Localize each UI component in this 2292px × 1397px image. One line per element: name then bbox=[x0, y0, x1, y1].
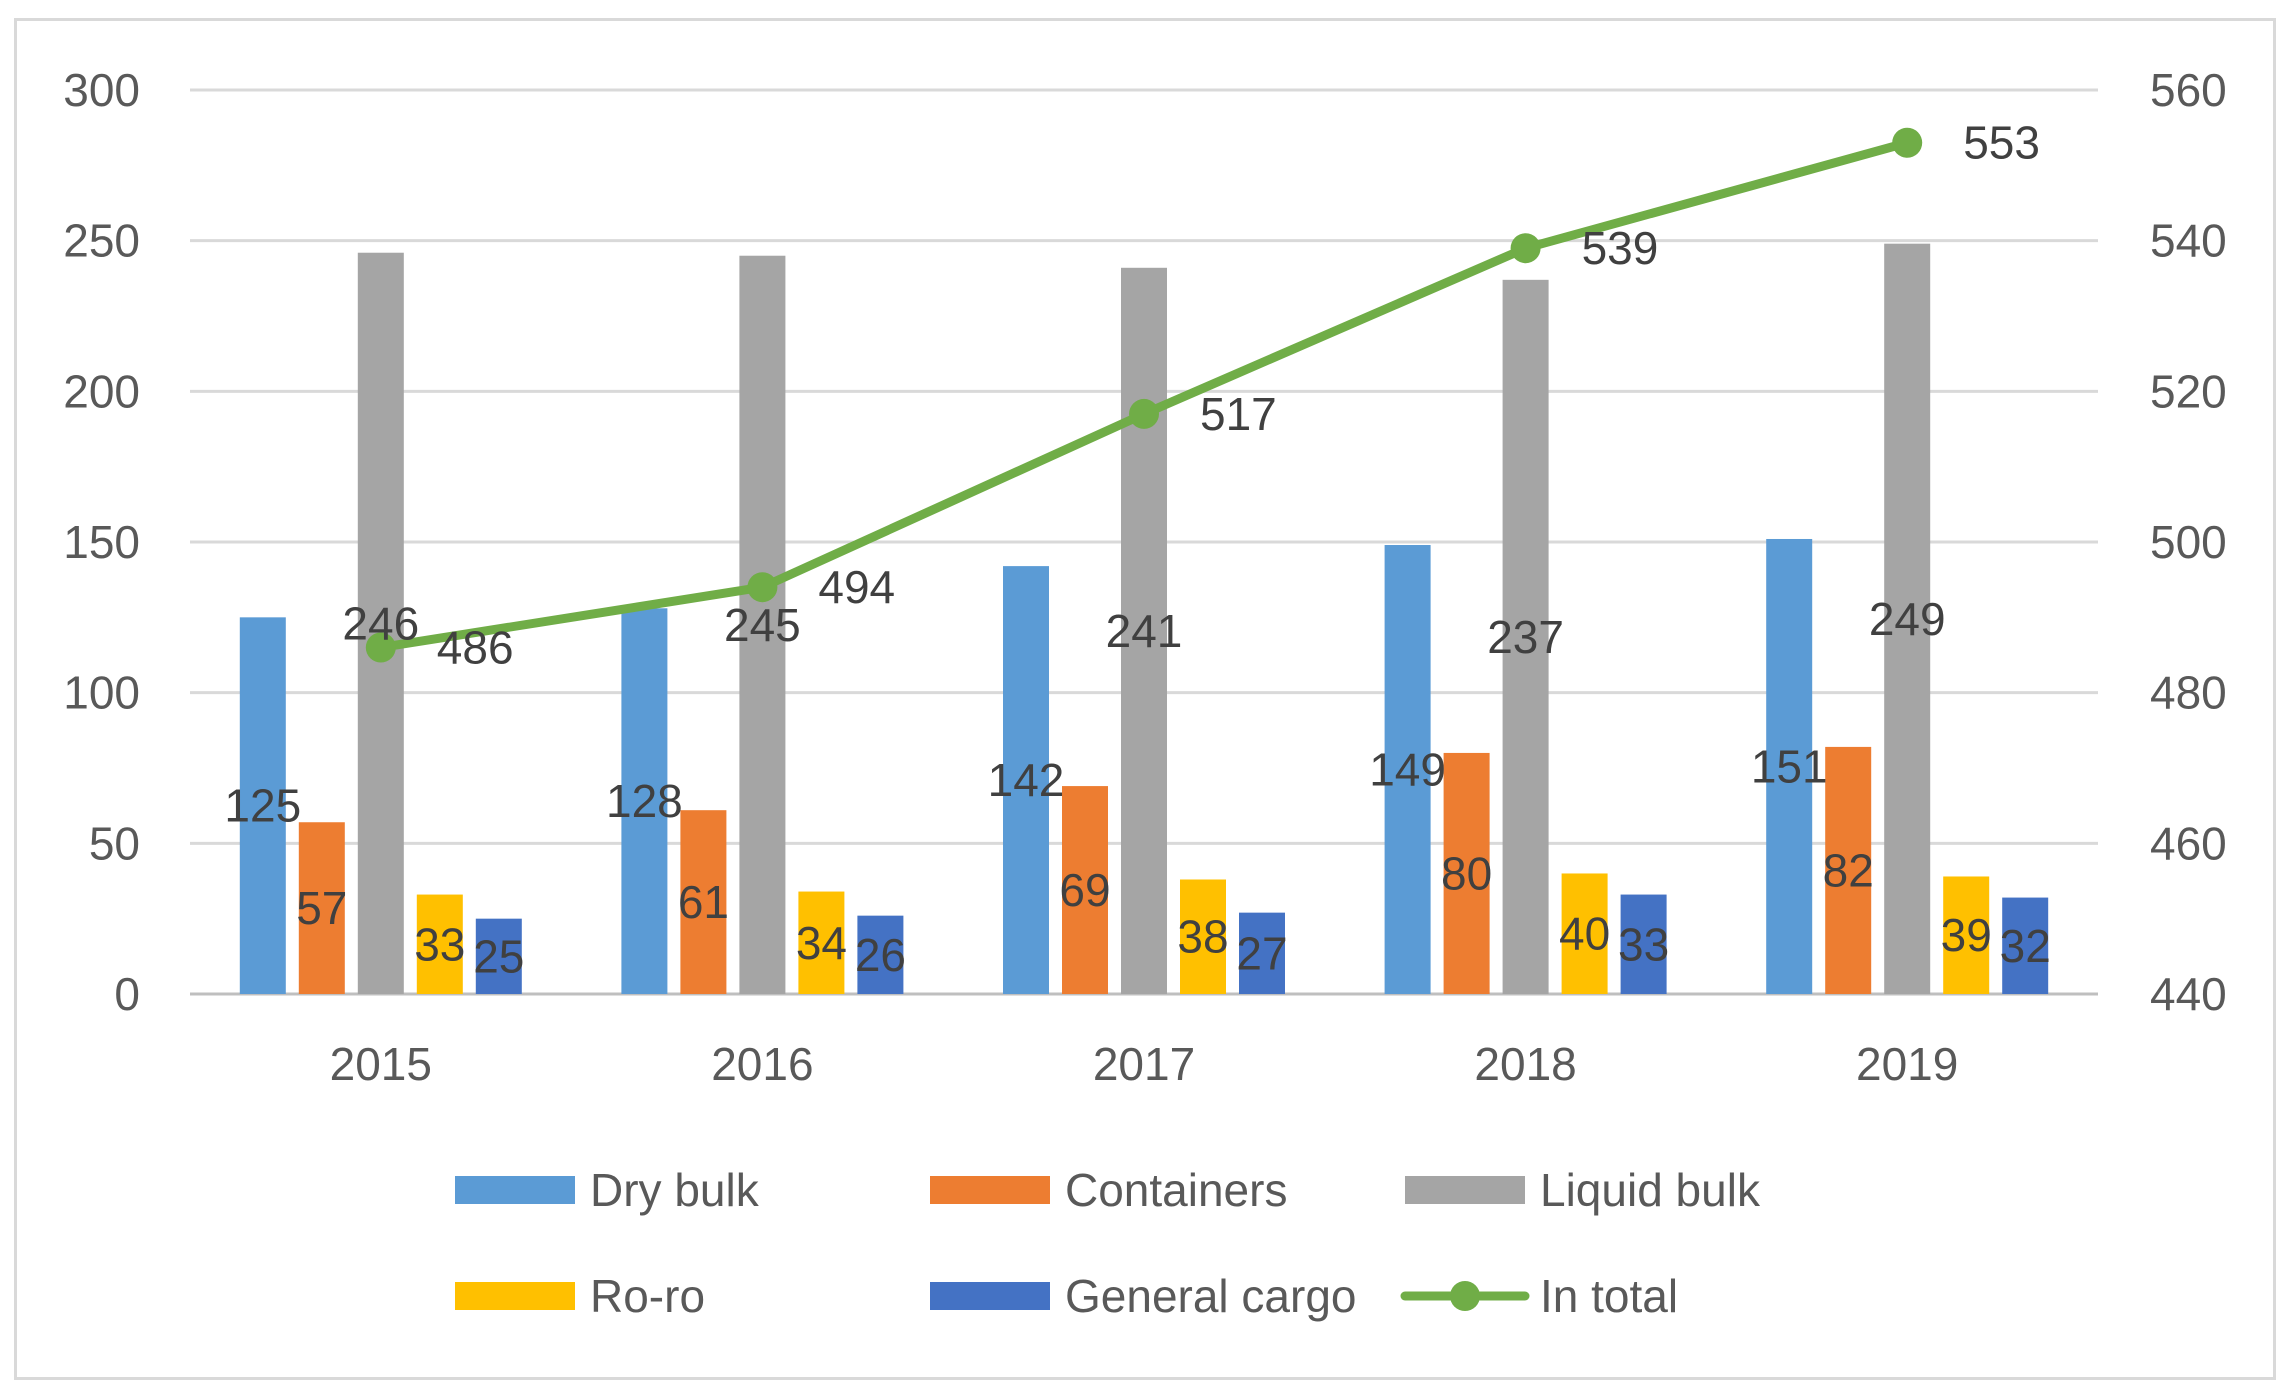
data-label-ro-ro: 34 bbox=[796, 917, 847, 969]
y-tick-label-right: 500 bbox=[2150, 516, 2227, 568]
x-tick-label: 2017 bbox=[1093, 1038, 1195, 1090]
legend-label-dry-bulk: Dry bulk bbox=[590, 1164, 760, 1216]
bar-dry-bulk bbox=[1766, 538, 1813, 994]
legend-label-liquid-bulk: Liquid bulk bbox=[1540, 1164, 1761, 1216]
data-label-general-cargo: 25 bbox=[473, 930, 524, 982]
bar-general-cargo bbox=[1239, 912, 1285, 994]
bar-general-cargo bbox=[857, 915, 904, 994]
data-label-liquid-bulk: 237 bbox=[1487, 611, 1564, 663]
legend-label-containers: Containers bbox=[1065, 1164, 1287, 1216]
bar-liquid-bulk bbox=[1121, 267, 1167, 995]
legend-label-general-cargo: General cargo bbox=[1065, 1270, 1357, 1322]
bar-liquid-bulk bbox=[739, 255, 786, 994]
x-tick-label: 2015 bbox=[330, 1038, 432, 1090]
y-tick-label-right: 520 bbox=[2150, 365, 2227, 417]
y-tick-label-left: 300 bbox=[63, 64, 140, 116]
data-label-general-cargo: 32 bbox=[2000, 920, 2051, 972]
bar-dry-bulk bbox=[621, 608, 668, 994]
data-label-containers: 80 bbox=[1441, 847, 1492, 899]
total-line bbox=[365, 127, 1923, 663]
legend-swatch-dry-bulk bbox=[455, 1176, 575, 1204]
data-label-containers: 82 bbox=[1823, 844, 1874, 896]
data-label-dry-bulk: 128 bbox=[606, 775, 683, 827]
line-point-in-total bbox=[1510, 233, 1541, 264]
legend-swatch-ro-ro bbox=[455, 1282, 575, 1310]
y-tick-label-left: 200 bbox=[63, 365, 140, 417]
y-tick-label-right: 460 bbox=[2150, 817, 2227, 869]
data-label-dry-bulk: 151 bbox=[1751, 740, 1828, 792]
x-tick-label: 2016 bbox=[711, 1038, 813, 1090]
data-label-in-total: 553 bbox=[1963, 117, 2040, 169]
legend-swatch-general-cargo bbox=[930, 1282, 1050, 1310]
data-label-ro-ro: 38 bbox=[1177, 911, 1228, 963]
bar-ro-ro bbox=[1943, 876, 1990, 994]
line-point-in-total bbox=[747, 572, 778, 603]
data-label-liquid-bulk: 245 bbox=[724, 599, 801, 651]
y-tick-label-right: 540 bbox=[2150, 215, 2227, 267]
bar-dry-bulk bbox=[1003, 566, 1049, 994]
data-label-liquid-bulk: 246 bbox=[342, 597, 419, 649]
legend-swatch-containers bbox=[930, 1176, 1050, 1204]
data-label-liquid-bulk: 241 bbox=[1106, 605, 1183, 657]
bar-dry-bulk bbox=[239, 617, 286, 994]
bars bbox=[239, 243, 2049, 995]
bar-ro-ro bbox=[1180, 879, 1226, 994]
bar-ro-ro bbox=[798, 891, 845, 994]
legend-swatch-liquid-bulk bbox=[1405, 1176, 1525, 1204]
data-label-ro-ro: 40 bbox=[1559, 908, 1610, 960]
legend-label-in-total: In total bbox=[1540, 1270, 1678, 1322]
legend-marker-in-total bbox=[1450, 1281, 1480, 1311]
data-label-dry-bulk: 149 bbox=[1369, 744, 1446, 796]
legend: Dry bulk Containers Liquid bulk Ro-ro Genera… bbox=[455, 1164, 1761, 1322]
bar-containers bbox=[1443, 752, 1490, 994]
bar-ro-ro bbox=[1561, 873, 1608, 994]
bar-containers bbox=[298, 822, 345, 994]
bar-dry-bulk bbox=[1384, 545, 1431, 994]
data-label-containers: 61 bbox=[678, 876, 729, 928]
y-tick-label-left: 0 bbox=[114, 968, 140, 1020]
data-label-general-cargo: 27 bbox=[1236, 927, 1287, 979]
data-label-liquid-bulk: 249 bbox=[1869, 593, 1946, 645]
data-label-general-cargo: 26 bbox=[855, 929, 906, 981]
data-label-in-total: 486 bbox=[437, 621, 514, 673]
data-label-dry-bulk: 125 bbox=[224, 780, 301, 832]
bar-containers bbox=[1062, 786, 1108, 994]
data-label-ro-ro: 33 bbox=[414, 918, 465, 970]
bar-ro-ro bbox=[416, 894, 463, 994]
bar-general-cargo bbox=[1620, 894, 1667, 994]
bar-containers bbox=[680, 810, 727, 994]
bar-liquid-bulk bbox=[1502, 279, 1549, 995]
data-label-containers: 69 bbox=[1059, 864, 1110, 916]
bar-general-cargo bbox=[2002, 897, 2049, 994]
y-tick-label-left: 50 bbox=[89, 817, 140, 869]
bar-liquid-bulk bbox=[1884, 243, 1931, 994]
y-tick-label-right: 560 bbox=[2150, 64, 2227, 116]
line-point-in-total bbox=[1892, 127, 1923, 158]
data-label-dry-bulk: 142 bbox=[988, 754, 1065, 806]
y-tick-label-left: 250 bbox=[63, 215, 140, 267]
line-point-in-total bbox=[365, 632, 396, 663]
data-label-ro-ro: 39 bbox=[1941, 909, 1992, 961]
x-tick-label: 2019 bbox=[1856, 1038, 1958, 1090]
line-point-in-total bbox=[1129, 398, 1159, 429]
x-axis: 2015 2016 2017 2018 2019 bbox=[330, 1038, 1959, 1090]
y-axis-left: 0 50 100 150 200 250 300 bbox=[63, 64, 140, 1020]
data-label-in-total: 539 bbox=[1582, 222, 1659, 274]
y-tick-label-left: 150 bbox=[63, 516, 140, 568]
data-label-in-total: 494 bbox=[818, 561, 895, 613]
y-tick-label-right: 440 bbox=[2150, 968, 2227, 1020]
y-tick-label-left: 100 bbox=[63, 667, 140, 719]
data-label-general-cargo: 33 bbox=[1618, 918, 1669, 970]
data-label-in-total: 517 bbox=[1200, 388, 1277, 440]
bar-containers bbox=[1825, 746, 1872, 994]
bar-liquid-bulk bbox=[357, 252, 404, 995]
bar-general-cargo bbox=[475, 918, 522, 994]
y-axis-right: 440 460 480 500 520 540 560 bbox=[2150, 64, 2227, 1020]
data-label-containers: 57 bbox=[296, 882, 347, 934]
x-tick-label: 2018 bbox=[1474, 1038, 1576, 1090]
y-tick-label-right: 480 bbox=[2150, 667, 2227, 719]
legend-label-ro-ro: Ro-ro bbox=[590, 1270, 705, 1322]
